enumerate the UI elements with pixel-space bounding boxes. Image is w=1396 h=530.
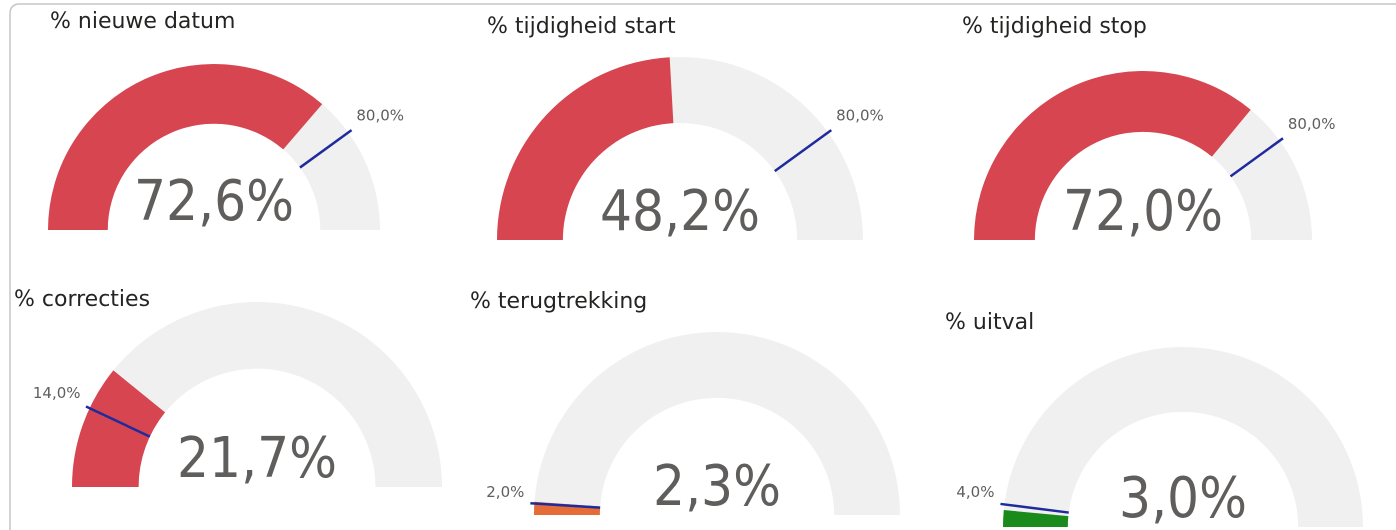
gauge-title: % tijdigheid stop xyxy=(962,14,1147,39)
target-marker xyxy=(1229,137,1284,178)
target-label: 80,0% xyxy=(836,107,884,125)
gauge-fill xyxy=(1003,510,1069,527)
gauge-title: % tijdigheid start xyxy=(487,14,676,39)
gauge-fill xyxy=(974,71,1251,240)
target-label: 2,0% xyxy=(486,483,524,501)
gauge-value: 21,7% xyxy=(177,426,337,491)
gauge-value: 2,3% xyxy=(653,454,781,519)
gauge-track xyxy=(1003,347,1363,527)
gauge-title: % uitval xyxy=(945,310,1034,335)
target-marker xyxy=(530,502,601,509)
gauge-value: 72,6% xyxy=(134,169,294,234)
target-marker xyxy=(85,405,151,438)
gauge-fill xyxy=(72,370,166,487)
gauge-value: 72,0% xyxy=(1063,179,1223,244)
target-label: 4,0% xyxy=(956,483,994,501)
gauge-track xyxy=(72,302,442,487)
gauge-value: 48,2% xyxy=(600,179,760,244)
target-label: 14,0% xyxy=(33,384,81,402)
target-label: 80,0% xyxy=(356,107,404,125)
gauge-title: % terugtrekking xyxy=(470,289,647,314)
gauge-value: 3,0% xyxy=(1119,466,1247,530)
gauge-track xyxy=(534,332,900,515)
gauge-title: % nieuwe datum xyxy=(50,9,235,34)
target-marker xyxy=(1000,502,1069,514)
gauge-fill xyxy=(48,64,323,231)
gauge-fill xyxy=(497,57,674,240)
target-marker xyxy=(299,129,353,169)
target-marker xyxy=(774,129,833,173)
frame xyxy=(9,3,1396,530)
target-label: 80,0% xyxy=(1288,115,1336,133)
gauge-title: % correcties xyxy=(14,287,150,312)
